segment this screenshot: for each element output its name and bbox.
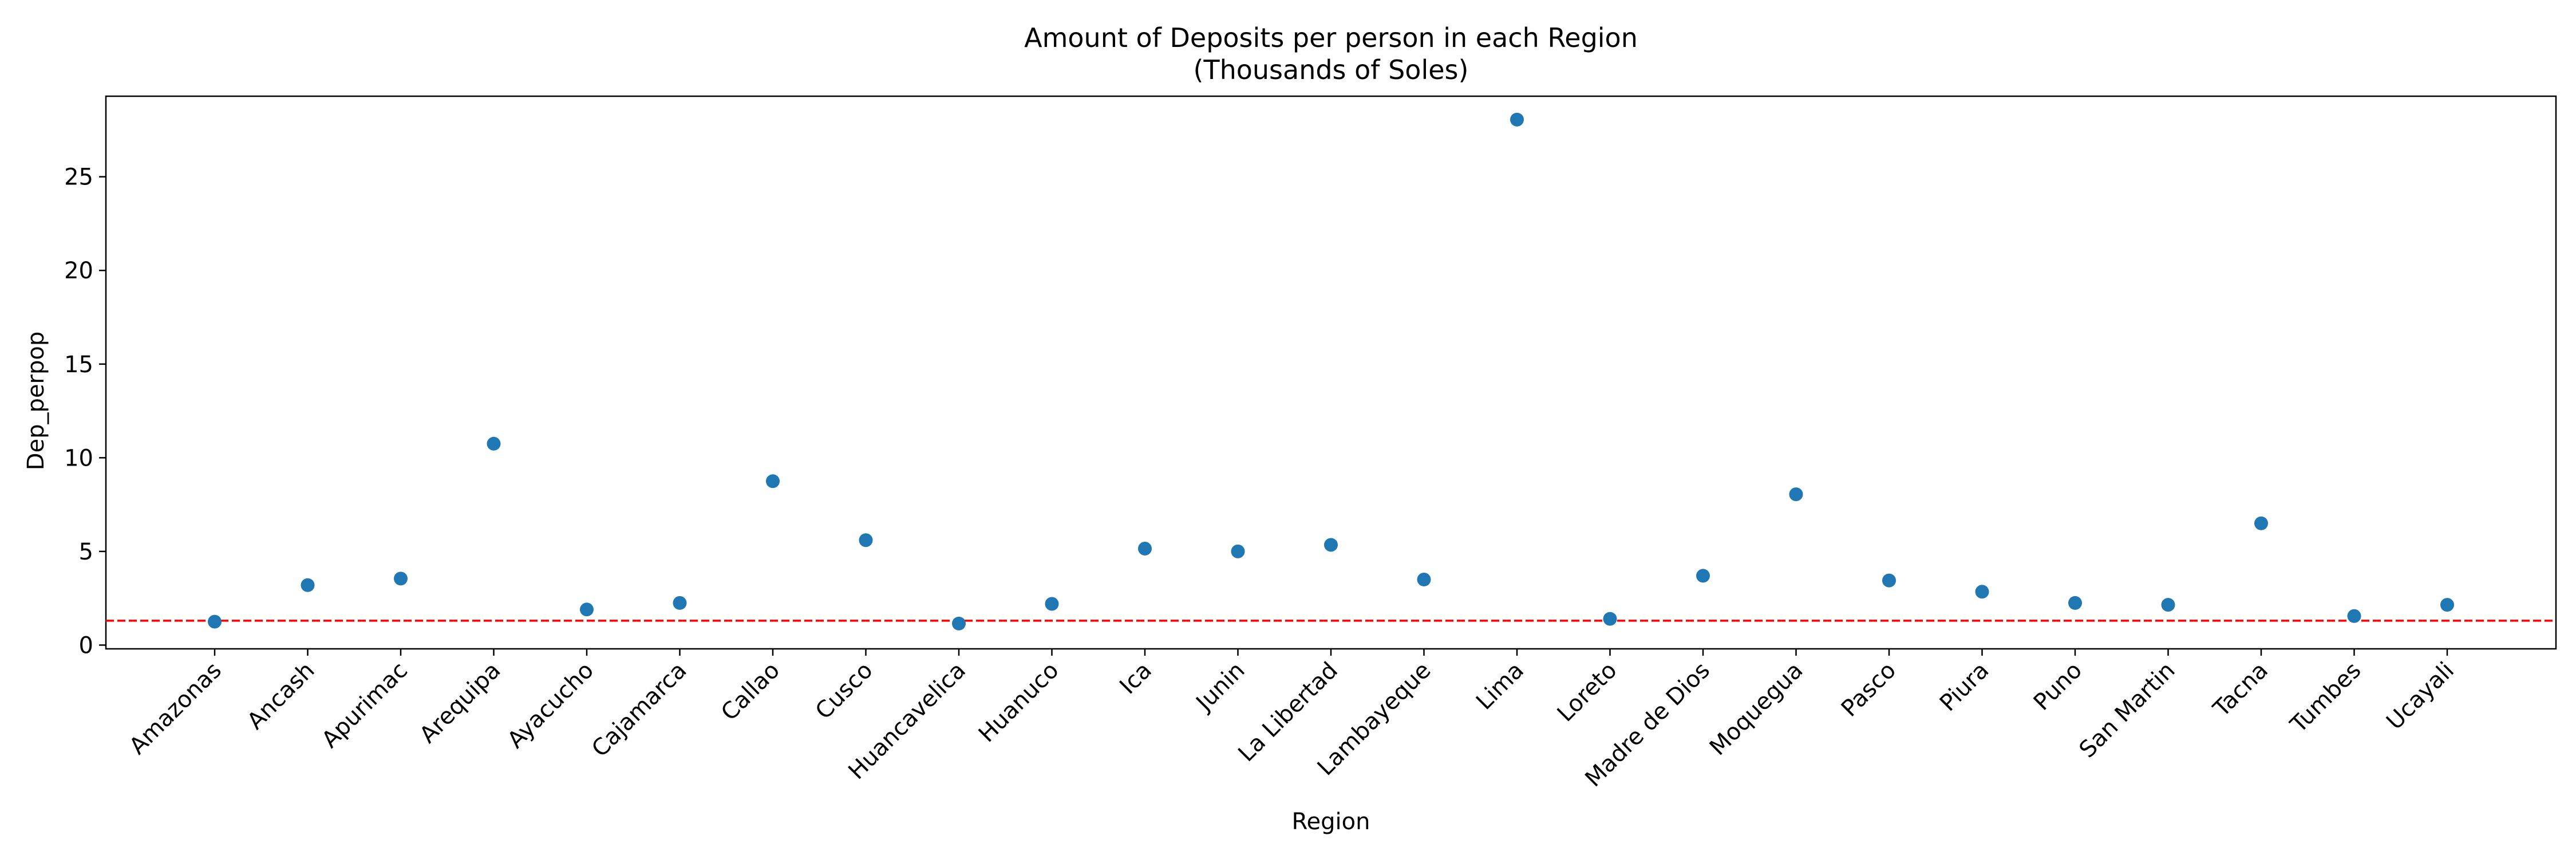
x-tick-label: Apurimac — [317, 657, 413, 754]
x-tick-label: Ucayali — [2381, 657, 2459, 735]
data-point — [1324, 538, 1338, 552]
data-point — [2161, 598, 2175, 612]
x-axis-label: Region — [1292, 809, 1370, 835]
data-point — [1138, 541, 1152, 555]
x-tick-label: Tacna — [2208, 657, 2273, 723]
y-tick-label: 5 — [79, 539, 93, 565]
data-point — [1417, 572, 1431, 586]
data-point — [859, 533, 873, 547]
data-point — [301, 578, 315, 592]
data-point — [1789, 487, 1803, 502]
plot-area — [105, 95, 2557, 650]
chart-title-line1: Amount of Deposits per person in each Re… — [1024, 22, 1638, 53]
plot-frame — [105, 95, 2557, 650]
x-tick-label: Ica — [1115, 657, 1157, 700]
data-point — [2068, 596, 2082, 610]
x-tick-label: Junin — [1190, 657, 1250, 718]
x-tick-label: Amazonas — [124, 657, 227, 760]
x-tick-label: Lima — [1471, 657, 1529, 715]
y-tick-label: 10 — [64, 445, 93, 471]
data-point — [1975, 585, 1989, 599]
data-point — [1045, 597, 1059, 611]
data-point — [208, 614, 222, 629]
y-axis-label: Dep_perpop — [23, 332, 49, 471]
y-tick-label: 25 — [64, 164, 93, 191]
x-tick-label: Loreto — [1552, 657, 1622, 727]
data-point — [1882, 573, 1896, 588]
data-point — [673, 596, 687, 610]
data-point — [2440, 598, 2454, 612]
data-point — [1696, 569, 1710, 583]
x-tick-label: Puno — [2029, 657, 2087, 716]
x-tick-label: Cusco — [811, 657, 878, 725]
data-point — [1231, 544, 1245, 558]
data-point — [1603, 612, 1617, 626]
y-tick-label: 20 — [64, 258, 93, 284]
x-tick-label: Ancash — [242, 657, 319, 735]
x-tick-label: Ayacucho — [503, 657, 599, 754]
data-point — [766, 474, 780, 488]
y-tick-label: 0 — [79, 632, 93, 659]
x-tick-label: San Martin — [2075, 657, 2180, 763]
data-point — [952, 616, 966, 631]
y-tick-label: 15 — [64, 352, 93, 378]
x-tick-label: Pasco — [1836, 657, 1901, 722]
x-tick-label: Piura — [1935, 657, 1994, 717]
x-tick-label: Moquegua — [1705, 657, 1808, 761]
y-axis: 0 5 10 15 20 25 — [64, 164, 106, 659]
x-tick-label: Callao — [716, 657, 785, 726]
data-points — [208, 112, 2454, 631]
x-tick-label: Tumbes — [2285, 657, 2366, 739]
data-point — [1510, 112, 1524, 127]
data-point — [394, 572, 408, 586]
data-point — [2347, 609, 2361, 623]
x-tick-label: Huanuco — [974, 657, 1064, 748]
x-tick-label: Arequipa — [414, 657, 505, 748]
data-point — [487, 436, 501, 451]
chart-title-line2: (Thousands of Soles) — [1194, 54, 1469, 85]
data-point — [2254, 516, 2268, 530]
x-tick-label: Cajamarca — [587, 657, 692, 763]
data-point — [580, 602, 594, 617]
